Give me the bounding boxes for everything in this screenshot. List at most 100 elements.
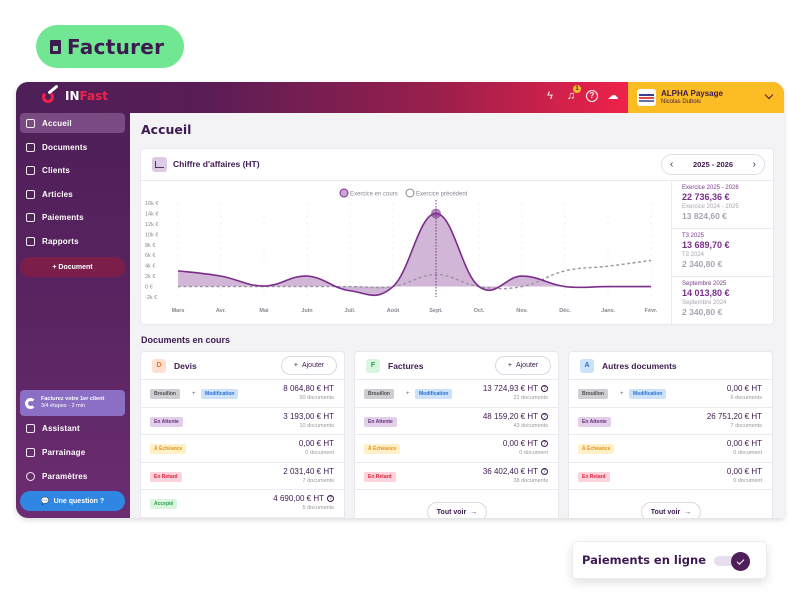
info-icon[interactable]: ? — [541, 440, 548, 447]
status-badge: Accepté — [150, 499, 178, 509]
document-count: 7 documents — [302, 477, 335, 484]
page-title: Accueil — [141, 122, 192, 137]
stat-month: Septembre 2025 14 013,80 € Septembre 202… — [682, 281, 730, 317]
y-axis-ticks: 16k € 14k € 12k € 10k € 8k € 6k € 4k € 2k € 0 € -… — [145, 201, 158, 301]
sidebar-item-articles[interactable]: Articles — [20, 184, 125, 204]
table-row[interactable]: En Retard 0,00 € HT 0 document — [569, 463, 772, 490]
sidebar-item-label: Accueil — [42, 118, 72, 128]
sidebar-item-accueil[interactable]: Accueil — [20, 113, 125, 133]
question-button-label: Une question ? — [53, 497, 105, 505]
logo-text-fast: Fast — [79, 89, 108, 103]
info-icon[interactable]: ? — [541, 385, 548, 392]
info-icon[interactable]: ? — [541, 467, 548, 475]
table-row[interactable]: Brouillon + Modification 13 724,93 € HT? 21 … — [355, 380, 558, 408]
document-count: 0 document — [733, 477, 762, 484]
table-row[interactable]: En Retard 2 031,40 € HT 7 documents — [141, 463, 344, 490]
document-count: 6 documents — [730, 395, 763, 401]
document-count: 7 documents — [730, 422, 763, 429]
info-icon[interactable]: ? — [327, 495, 334, 502]
svg-text:10k €: 10k € — [145, 232, 158, 238]
table-row[interactable]: En Attente 48 159,20 € HT? 43 documents — [355, 408, 558, 435]
sidebar-item-parametres[interactable]: Paramètres — [20, 466, 125, 486]
amount: 8 064,80 € HT — [283, 384, 334, 393]
onboarding-subtitle: 3/4 étapes · 2 min — [41, 403, 86, 409]
table-row[interactable]: En Attente 3 193,00 € HT 10 documents — [141, 408, 344, 435]
status-badge: Modification — [415, 389, 453, 399]
table-row[interactable]: En Attente 26 751,20 € HT 7 documents — [569, 408, 772, 435]
stat-quarter: T3 2025 13 689,70 € T3 2024 2 340,80 € — [672, 229, 775, 277]
sidebar-item-assistant[interactable]: Assistant — [20, 418, 125, 438]
sidebar-item-documents[interactable]: Documents — [20, 137, 125, 157]
online-payments-toggle[interactable] — [714, 552, 752, 571]
year-range: 2025 - 2026 — [692, 160, 734, 169]
prev-year-button[interactable]: ‹ — [670, 159, 674, 170]
sidebar-item-rapports[interactable]: Rapports — [20, 231, 125, 251]
table-row[interactable]: À Échéance 0,00 € HT 0 document — [569, 435, 772, 463]
see-all-button[interactable]: Tout voir → — [641, 502, 701, 518]
onboarding-progress[interactable]: Facturez votre 1er client 3/4 étapes · 2… — [20, 390, 125, 416]
year-selector: ‹ 2025 - 2026 › — [661, 154, 765, 175]
cloud-icon[interactable]: ☁ — [607, 90, 619, 102]
amount: 0,00 € HT — [726, 466, 762, 476]
logo-text-in: IN — [65, 89, 80, 103]
stat-exercise: Exercice 2025 - 2026 22 736,36 € Exercic… — [672, 181, 775, 229]
sidebar-item-paiements[interactable]: Paiements — [20, 207, 125, 227]
add-button[interactable]: + Ajouter — [495, 356, 551, 375]
document-count: 5 documents — [302, 505, 335, 511]
next-year-button[interactable]: › — [752, 159, 756, 170]
document-count: 10 documents — [299, 422, 334, 429]
amount: 36 402,40 € HT — [482, 466, 538, 476]
add-button[interactable]: + Ajouter — [281, 356, 337, 375]
sidebar: Accueil Documents Clients Articles Paiem… — [16, 113, 130, 518]
documents-icon — [26, 142, 35, 152]
table-row[interactable]: Brouillon + Modification 8 064,80 € HT 50 do… — [141, 380, 344, 408]
facturer-label: Facturer — [67, 34, 165, 59]
svg-text:Mars: Mars — [172, 308, 185, 314]
document-count: 0 document — [519, 450, 548, 456]
chevron-down-icon — [764, 90, 774, 100]
svg-text:Févr.: Févr. — [645, 308, 658, 314]
table-row[interactable]: Accepté 4 690,00 € HT? 5 documents — [141, 490, 344, 518]
see-all-button[interactable]: Tout voir → — [427, 502, 487, 518]
sidebar-item-label: Documents — [42, 142, 88, 152]
svg-text:14k €: 14k € — [145, 211, 158, 217]
company-name: ALPHA Paysage — [661, 89, 723, 98]
arrow-right-icon: → — [684, 508, 692, 516]
table-row[interactable]: Brouillon + Modification 0,00 € HT 6 documen… — [569, 380, 772, 408]
question-button[interactable]: 💬 Une question ? — [20, 491, 125, 511]
table-row[interactable]: À Échéance 0,00 € HT 0 document — [141, 435, 344, 463]
bell-icon[interactable]: ♫ 1 — [565, 85, 581, 102]
table-row[interactable]: En Retard 36 402,40 € HT? 38 documents — [355, 463, 558, 490]
help-icon[interactable]: ? — [586, 90, 598, 102]
svg-text:Oct.: Oct. — [474, 308, 485, 314]
infast-logo[interactable]: INFast — [38, 84, 108, 104]
company-logo — [637, 89, 656, 106]
plus-icon: + — [293, 362, 298, 369]
status-badge: En Attente — [578, 416, 611, 427]
flash-icon[interactable]: ϟ — [547, 90, 553, 102]
sidebar-item-label: Clients — [42, 165, 71, 175]
info-icon[interactable]: ? — [541, 412, 548, 420]
amount: 2 031,40 € HT — [283, 466, 334, 476]
account-switcher[interactable]: ALPHA Paysage Nicolas Dubois — [628, 82, 784, 113]
home-icon — [26, 118, 35, 128]
status-badge: En Attente — [364, 416, 397, 427]
svg-text:Sept.: Sept. — [429, 308, 443, 314]
current-line — [177, 212, 651, 297]
doc-type-icon: D — [152, 358, 166, 373]
main-content: Accueil Chiffre d'affaires (HT) ‹ 2025 -… — [130, 113, 784, 518]
status-badge: À Échéance — [578, 444, 615, 454]
doc-card-title: Devis — [174, 360, 197, 371]
status-badge: En Retard — [364, 471, 396, 482]
svg-text:2k €: 2k € — [145, 274, 155, 280]
sidebar-item-clients[interactable]: Clients — [20, 160, 125, 180]
revenue-chart[interactable]: 16k € 14k € 12k € 10k € 8k € 6k € 4k € 2k € 0 € -… — [141, 181, 671, 326]
amount: 4 690,00 € HT — [273, 494, 324, 503]
piggy-bank-icon — [26, 212, 35, 222]
svg-text:4k €: 4k € — [145, 264, 155, 270]
table-row[interactable]: À Échéance 0,00 € HT? 0 document — [355, 435, 558, 463]
sidebar-item-label: Paramètres — [42, 471, 88, 481]
svg-text:Avr.: Avr. — [216, 308, 227, 314]
new-document-button[interactable]: + Document — [20, 257, 125, 277]
sidebar-item-parrainage[interactable]: Parrainage — [20, 442, 125, 462]
